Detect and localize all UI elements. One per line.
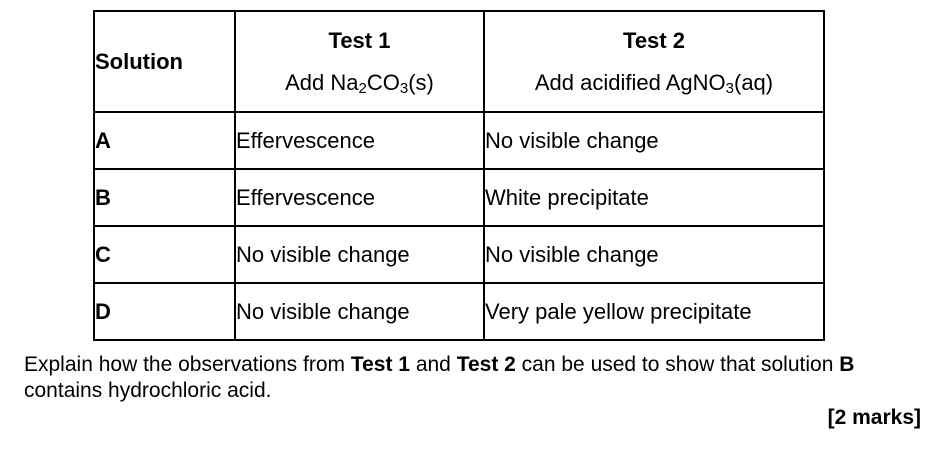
test1-description: Add Na2CO3(s)	[285, 69, 434, 97]
question-text: Explain how the observations from Test 1…	[24, 353, 855, 402]
table-header-row: Solution Test 1 Add Na2CO3(s) Test 2 Add…	[93, 10, 825, 113]
test2-column-header: Test 2 Add acidified AgNO3(aq)	[483, 10, 825, 113]
test2-description: Add acidified AgNO3(aq)	[534, 69, 774, 97]
test1-name: Test 1	[328, 27, 391, 53]
test2-observation: White precipitate	[483, 168, 825, 227]
test2-observation: No visible change	[483, 225, 825, 284]
test1-column-header: Test 1 Add Na2CO3(s)	[234, 10, 485, 113]
marks-label: [2 marks]	[827, 406, 921, 429]
test2-observation: No visible change	[483, 111, 825, 170]
test1-observation: Effervescence	[234, 111, 485, 170]
test2-name: Test 2	[623, 27, 685, 53]
test1-observation: No visible change	[234, 225, 485, 284]
table-row: B Effervescence White precipitate	[93, 168, 825, 227]
test2-observation: Very pale yellow precipitate	[483, 282, 825, 341]
observations-table: Solution Test 1 Add Na2CO3(s) Test 2 Add…	[93, 10, 825, 341]
solution-label: B	[93, 168, 236, 227]
table-row: A Effervescence No visible change	[93, 111, 825, 170]
table-row: C No visible change No visible change	[93, 225, 825, 284]
table-row: D No visible change Very pale yellow pre…	[93, 282, 825, 341]
solution-label: A	[93, 111, 236, 170]
solution-column-header: Solution	[93, 10, 236, 113]
test1-observation: No visible change	[234, 282, 485, 341]
solution-label: C	[93, 225, 236, 284]
test1-observation: Effervescence	[234, 168, 485, 227]
solution-label: D	[93, 282, 236, 341]
